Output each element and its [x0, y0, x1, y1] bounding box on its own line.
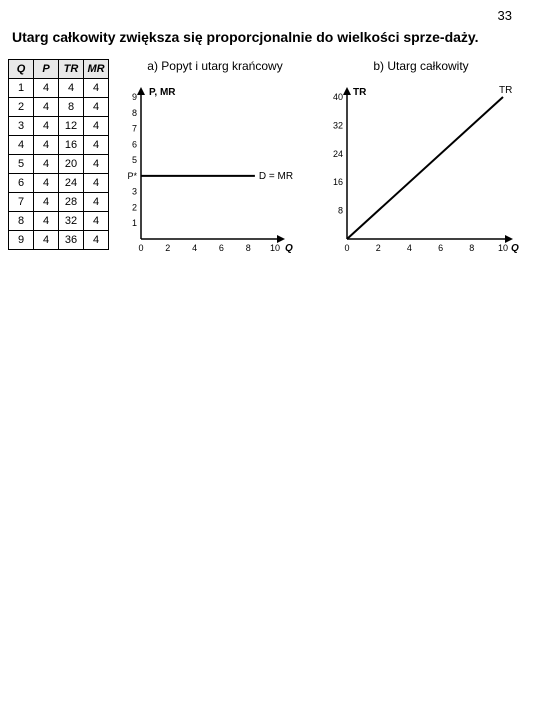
table-cell: 4	[84, 98, 109, 117]
table-cell: 32	[59, 212, 84, 231]
table-cell: 9	[9, 231, 34, 250]
table-cell: 2	[9, 98, 34, 117]
table-cell: 4	[34, 117, 59, 136]
table-row: 64244	[9, 174, 109, 193]
table-cell: 28	[59, 193, 84, 212]
svg-text:8: 8	[246, 243, 251, 253]
chart-a-block: a) Popyt i utarg krańcowy P, MR Q 9 8 7 6 5 P* 3…	[115, 59, 315, 259]
page-number: 33	[8, 8, 532, 23]
table-header: Q	[9, 60, 34, 79]
table-row: 54204	[9, 155, 109, 174]
table-cell: 4	[84, 117, 109, 136]
table-cell: 20	[59, 155, 84, 174]
svg-text:D = MR: D = MR	[259, 171, 293, 182]
table-cell: 4	[34, 155, 59, 174]
chart-a-title: a) Popyt i utarg krańcowy	[147, 59, 282, 73]
chart-b-svg: TRQ4032241680246810TR	[321, 79, 521, 259]
chart-a-svg: P, MRQ98765P*3210246810D = MR	[115, 79, 315, 259]
table-row: 34124	[9, 117, 109, 136]
table-row: 74284	[9, 193, 109, 212]
svg-text:8: 8	[469, 243, 474, 253]
table-header: TR	[59, 60, 84, 79]
table-cell: 4	[34, 193, 59, 212]
svg-text:2: 2	[132, 202, 137, 212]
table-row: 44164	[9, 136, 109, 155]
table-cell: 4	[34, 98, 59, 117]
data-table: QPTRMR 144424843412444164542046424474284…	[8, 59, 109, 250]
svg-text:10: 10	[498, 243, 508, 253]
svg-text:24: 24	[333, 149, 343, 159]
svg-text:5: 5	[132, 155, 137, 165]
svg-text:P, MR: P, MR	[149, 87, 176, 98]
table-cell: 4	[34, 174, 59, 193]
table-cell: 4	[84, 136, 109, 155]
svg-text:4: 4	[192, 243, 197, 253]
table-cell: 4	[34, 136, 59, 155]
svg-text:6: 6	[132, 139, 137, 149]
table-cell: 4	[84, 79, 109, 98]
content-row: QPTRMR 144424843412444164542046424474284…	[8, 59, 532, 259]
table-header: MR	[84, 60, 109, 79]
table-cell: 4	[84, 231, 109, 250]
svg-text:16: 16	[333, 177, 343, 187]
table-cell: 16	[59, 136, 84, 155]
svg-text:2: 2	[165, 243, 170, 253]
table-cell: 4	[34, 212, 59, 231]
svg-text:TR: TR	[499, 85, 512, 96]
table-cell: 12	[59, 117, 84, 136]
table-cell: 4	[84, 212, 109, 231]
table-row: 1444	[9, 79, 109, 98]
svg-text:0: 0	[344, 243, 349, 253]
svg-text:Q: Q	[511, 243, 519, 254]
svg-text:2: 2	[376, 243, 381, 253]
svg-text:7: 7	[132, 124, 137, 134]
table-cell: 3	[9, 117, 34, 136]
svg-text:40: 40	[333, 92, 343, 102]
table-cell: 4	[84, 193, 109, 212]
table-cell: 24	[59, 174, 84, 193]
svg-text:TR: TR	[353, 87, 367, 98]
svg-text:6: 6	[219, 243, 224, 253]
svg-text:6: 6	[438, 243, 443, 253]
table-cell: 4	[84, 155, 109, 174]
svg-text:9: 9	[132, 92, 137, 102]
table-cell: 4	[84, 174, 109, 193]
svg-text:1: 1	[132, 218, 137, 228]
svg-text:32: 32	[333, 120, 343, 130]
table-cell: 1	[9, 79, 34, 98]
svg-text:3: 3	[132, 187, 137, 197]
table-row: 2484	[9, 98, 109, 117]
table-cell: 5	[9, 155, 34, 174]
table-cell: 36	[59, 231, 84, 250]
page-title: Utarg całkowity zwiększa się proporcjona…	[12, 29, 528, 45]
table-header: P	[34, 60, 59, 79]
svg-text:8: 8	[338, 206, 343, 216]
table-cell: 8	[59, 98, 84, 117]
table-cell: 8	[9, 212, 34, 231]
svg-text:Q: Q	[285, 243, 293, 254]
table-cell: 4	[9, 136, 34, 155]
svg-text:0: 0	[138, 243, 143, 253]
chart-b-block: b) Utarg całkowity TRQ4032241680246810TR	[321, 59, 521, 259]
table-cell: 7	[9, 193, 34, 212]
chart-b-title: b) Utarg całkowity	[373, 59, 468, 73]
svg-text:4: 4	[407, 243, 412, 253]
table-cell: 6	[9, 174, 34, 193]
table-cell: 4	[34, 79, 59, 98]
svg-text:10: 10	[270, 243, 280, 253]
table-cell: 4	[59, 79, 84, 98]
svg-text:P*: P*	[127, 171, 137, 181]
table-row: 84324	[9, 212, 109, 231]
svg-text:8: 8	[132, 108, 137, 118]
table-cell: 4	[34, 231, 59, 250]
table-row: 94364	[9, 231, 109, 250]
